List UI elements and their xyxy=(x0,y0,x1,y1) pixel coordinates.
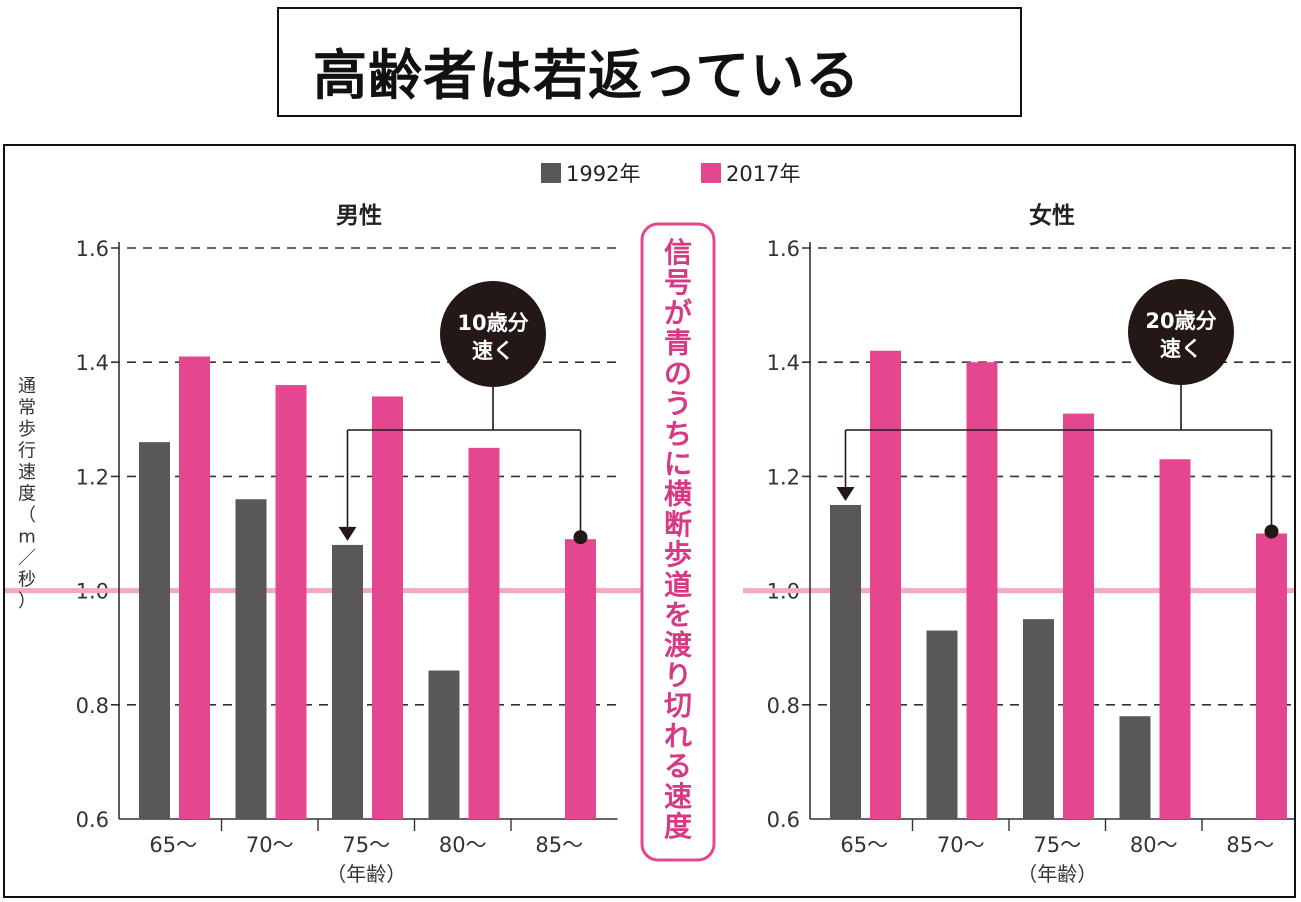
male-xtick-label-4: 85〜 xyxy=(535,833,583,857)
female-callout-line1: 20歳分 xyxy=(1145,309,1216,333)
banner-char: 青 xyxy=(664,327,692,360)
male-callout-line1: 10歳分 xyxy=(457,311,528,335)
female-callout-circle xyxy=(1128,279,1234,385)
banner-char: が xyxy=(664,296,692,329)
female-bar-2017-1 xyxy=(966,362,998,819)
y-axis-label-char: 度 xyxy=(18,484,36,505)
male-callout-dot xyxy=(573,530,588,545)
female-callout-dot xyxy=(1264,524,1279,539)
banner-char: う xyxy=(664,387,692,420)
y-axis-label-char: ） xyxy=(18,591,36,612)
male-ytick-label: 0.6 xyxy=(76,808,109,832)
banner-char: 号 xyxy=(664,266,692,299)
banner-char: 信 xyxy=(664,236,692,269)
female-xtick-label-4: 85〜 xyxy=(1226,833,1274,857)
male-panel-title: 男性 xyxy=(336,203,382,229)
chart-svg: 1992年2017年男性0.60.81.01.21.41.665〜70〜75〜8… xyxy=(5,162,1294,886)
female-bar-2017-0 xyxy=(870,350,901,819)
chart-frame: 1992年2017年男性0.60.81.01.21.41.665〜70〜75〜8… xyxy=(3,144,1296,898)
female-xtick-label-2: 75〜 xyxy=(1033,833,1081,857)
male-callout-line2: 速く xyxy=(472,339,514,363)
banner-char: る xyxy=(664,750,692,783)
male-bar-2017-4 xyxy=(565,539,596,819)
y-axis-label-char: 行 xyxy=(18,441,36,462)
male-bar-1992-1 xyxy=(235,499,267,819)
male-xtick-label-2: 75〜 xyxy=(342,833,390,857)
female-bar-2017-3 xyxy=(1159,459,1191,819)
banner-char: を xyxy=(664,599,692,632)
y-axis-label-char: ／ xyxy=(18,548,36,569)
y-axis-label-char: 秒 xyxy=(18,570,36,591)
title-box: 高齢者は若返っている xyxy=(277,7,1022,117)
female-bar-2017-4 xyxy=(1256,533,1287,819)
female-xtick-label-0: 65〜 xyxy=(840,833,888,857)
male-ytick-label: 1.2 xyxy=(76,465,109,489)
male-bar-1992-0 xyxy=(139,442,170,819)
male-bar-2017-0 xyxy=(179,356,210,819)
banner-char: 渡 xyxy=(664,629,693,662)
male-xtick-label-1: 70〜 xyxy=(246,833,294,857)
female-ytick-label: 1.4 xyxy=(767,351,800,375)
banner-char: 道 xyxy=(664,568,692,601)
banner-char: ち xyxy=(664,417,692,450)
male-ytick-label: 0.8 xyxy=(76,694,109,718)
female-bar-1992-1 xyxy=(926,630,958,819)
page-title: 高齢者は若返っている xyxy=(313,44,861,107)
female-bar-1992-3 xyxy=(1119,716,1151,819)
male-ytick-label: 1.6 xyxy=(76,237,109,261)
female-x-label: （年齢） xyxy=(1017,862,1097,886)
y-axis-label-char: （ xyxy=(18,505,36,526)
male-bar-2017-1 xyxy=(275,385,307,819)
banner-char: 断 xyxy=(664,508,692,541)
banner-char: 切 xyxy=(664,689,692,722)
female-ytick-label: 1.2 xyxy=(767,465,800,489)
banner-char: 横 xyxy=(664,478,692,511)
male-bar-2017-3 xyxy=(468,447,500,819)
male-bar-2017-2 xyxy=(372,396,403,819)
female-ytick-label: 0.8 xyxy=(767,694,800,718)
male-x-label: （年齢） xyxy=(326,862,406,886)
male-xtick-label-3: 80〜 xyxy=(439,833,487,857)
male-callout-arrowhead xyxy=(338,526,357,541)
male-xtick-label-0: 65〜 xyxy=(149,833,197,857)
banner-char: れ xyxy=(664,719,692,752)
y-axis-label-char: 常 xyxy=(18,398,36,419)
y-axis-label-char: 速 xyxy=(18,462,36,483)
male-bar-1992-2 xyxy=(332,544,363,819)
female-xtick-label-1: 70〜 xyxy=(937,833,985,857)
male-callout-circle xyxy=(440,281,546,387)
banner-char: の xyxy=(664,357,692,390)
y-axis-label-char: 通 xyxy=(18,376,36,397)
y-axis-label-char: 歩 xyxy=(18,419,36,440)
banner-char: り xyxy=(664,659,692,692)
female-ytick-label: 0.6 xyxy=(767,808,800,832)
banner-char: 度 xyxy=(664,810,692,843)
banner-char: に xyxy=(664,447,692,480)
female-ytick-label: 1.6 xyxy=(767,237,800,261)
female-panel-title: 女性 xyxy=(1029,202,1075,229)
female-callout-line2: 速く xyxy=(1160,337,1202,361)
male-ytick-label: 1.4 xyxy=(76,351,109,375)
female-callout-arrowhead xyxy=(836,486,855,501)
banner-char: 速 xyxy=(664,780,692,813)
legend-label-2017: 2017年 xyxy=(726,162,800,186)
banner-char: 歩 xyxy=(664,538,692,571)
female-bar-1992-0 xyxy=(830,504,861,819)
y-axis-label-char: m xyxy=(18,527,36,548)
male-bar-1992-3 xyxy=(428,670,460,819)
banner-box xyxy=(640,222,716,862)
legend-swatch-1992 xyxy=(541,163,561,183)
legend-label-1992: 1992年 xyxy=(566,162,640,186)
female-xtick-label-3: 80〜 xyxy=(1130,833,1178,857)
female-bar-2017-2 xyxy=(1063,413,1094,819)
female-bar-1992-2 xyxy=(1023,619,1054,819)
legend-swatch-2017 xyxy=(701,163,721,183)
